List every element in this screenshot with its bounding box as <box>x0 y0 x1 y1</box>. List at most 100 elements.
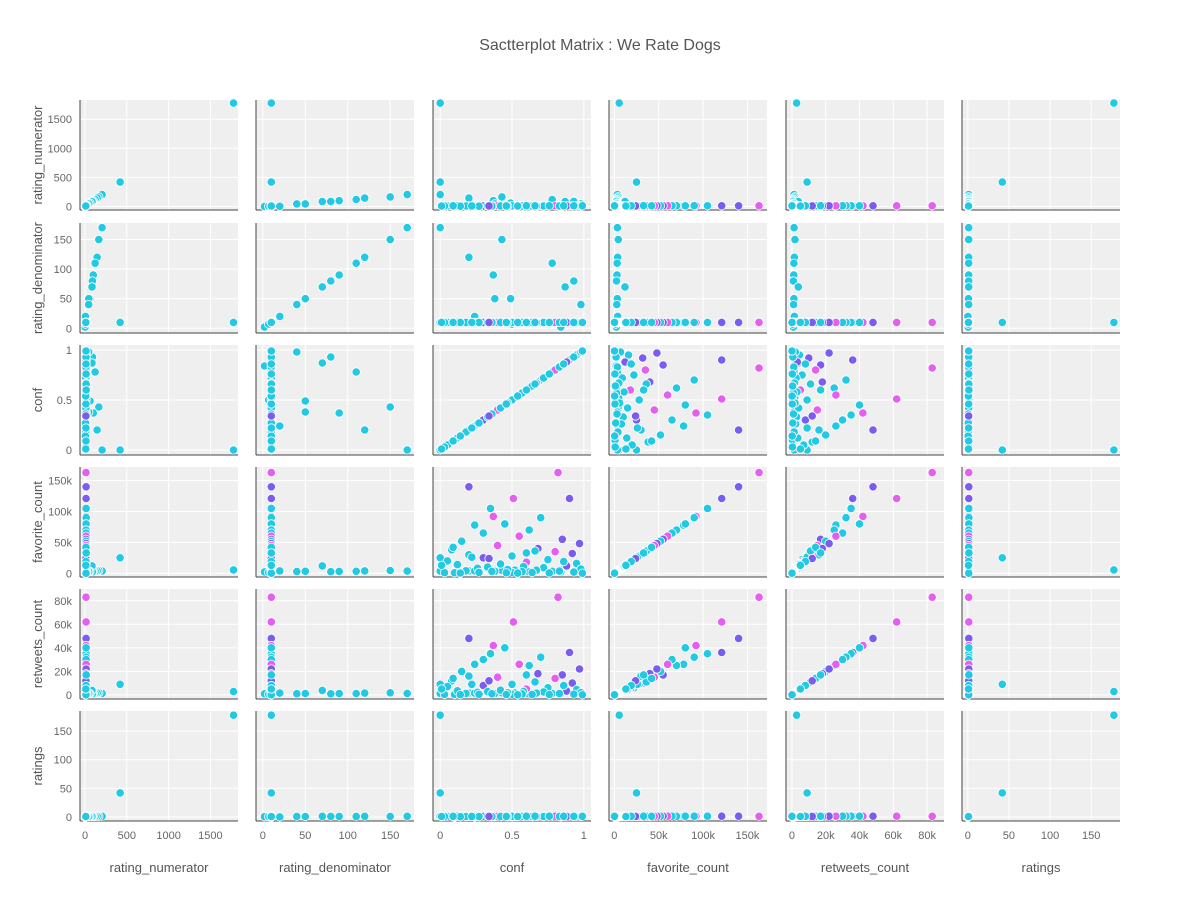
data-point <box>1109 686 1119 697</box>
data-point <box>569 811 579 821</box>
data-point <box>610 381 621 391</box>
data-point <box>436 317 447 327</box>
data-point <box>655 430 666 440</box>
data-point <box>610 442 620 452</box>
y-axis-title: retweets_count <box>30 600 45 689</box>
data-point <box>317 811 327 821</box>
y-axis-title: rating_numerator <box>30 105 45 205</box>
data-point <box>501 689 511 700</box>
panel-background <box>80 467 238 577</box>
data-point <box>892 317 902 327</box>
data-point <box>326 811 336 822</box>
data-point <box>228 445 239 455</box>
data-point <box>497 192 507 202</box>
data-point <box>385 811 395 822</box>
data-point <box>490 294 500 304</box>
data-point <box>317 358 327 368</box>
panel-ratings-vs-retweets_count: 0 20k 40k 60k 80k retweets_count <box>785 710 944 875</box>
panel-rating_numerator-vs-conf <box>432 98 591 212</box>
data-point <box>228 686 239 697</box>
data-point <box>717 647 727 658</box>
data-point <box>544 369 554 379</box>
data-point <box>646 673 657 684</box>
data-point <box>702 503 713 513</box>
data-point <box>846 410 856 420</box>
data-point <box>802 395 812 405</box>
data-point <box>292 299 302 310</box>
data-point <box>557 534 567 544</box>
data-point <box>841 513 851 523</box>
data-point <box>513 690 523 700</box>
data-point <box>81 560 91 570</box>
panel-background <box>786 223 944 333</box>
y-tick-label: 50k <box>54 537 72 549</box>
data-point <box>964 592 974 602</box>
data-point <box>485 503 496 513</box>
data-point <box>266 385 276 395</box>
data-point <box>521 385 532 395</box>
data-point <box>626 359 636 369</box>
data-point <box>514 531 524 541</box>
data-point <box>964 385 974 395</box>
data-point <box>81 548 91 558</box>
data-point <box>868 633 878 644</box>
data-point <box>435 177 445 187</box>
panel-grid: 050010001500rating_numerator050100150rat… <box>30 98 1120 875</box>
data-point <box>317 197 327 207</box>
data-point <box>266 788 276 798</box>
data-point <box>385 192 395 202</box>
panel-favorite_count-vs-ratings <box>961 467 1120 578</box>
data-point <box>964 369 974 379</box>
data-point <box>997 445 1007 455</box>
data-point <box>521 548 532 558</box>
data-point <box>791 98 802 108</box>
data-point <box>266 467 276 478</box>
data-point <box>788 299 799 310</box>
data-point <box>351 258 361 268</box>
data-point <box>574 664 585 674</box>
data-point <box>815 548 826 558</box>
x-tick-label: 100 <box>339 830 357 842</box>
data-point <box>452 559 462 570</box>
data-point <box>275 421 285 431</box>
data-point <box>621 560 631 570</box>
data-point <box>802 177 812 187</box>
data-point <box>334 270 344 280</box>
data-point <box>435 190 445 200</box>
data-point <box>81 467 91 478</box>
data-point <box>609 811 620 821</box>
data-point <box>837 415 848 425</box>
data-point <box>559 201 569 211</box>
data-point <box>402 223 412 233</box>
data-point <box>544 317 554 327</box>
data-point <box>501 317 511 327</box>
data-point <box>501 201 511 211</box>
data-point <box>854 400 865 410</box>
panel-rating_denominator-vs-rating_denominator <box>255 223 414 334</box>
panel-background <box>786 100 944 210</box>
x-tick-label: 100k <box>691 830 715 842</box>
panel-ratings-vs-ratings: 0 50 100 150 ratings <box>961 710 1120 875</box>
data-point <box>787 391 797 401</box>
data-point <box>334 196 344 206</box>
data-point <box>610 431 620 441</box>
data-point <box>564 647 575 658</box>
data-point <box>385 565 395 576</box>
data-point <box>963 423 974 433</box>
data-point <box>868 317 878 327</box>
x-tick-label: 150 <box>1082 830 1100 842</box>
data-point <box>334 811 344 822</box>
data-point <box>326 352 336 362</box>
data-point <box>266 411 276 421</box>
data-point <box>964 359 974 369</box>
y-tick-label: 1 <box>66 345 72 357</box>
data-point <box>81 359 91 369</box>
data-point <box>385 235 395 245</box>
data-point <box>300 294 310 304</box>
y-axis-title: rating_denominator <box>30 221 45 334</box>
data-point <box>530 317 540 327</box>
data-point <box>611 418 621 428</box>
panel-background <box>80 589 238 699</box>
data-point <box>436 560 447 570</box>
